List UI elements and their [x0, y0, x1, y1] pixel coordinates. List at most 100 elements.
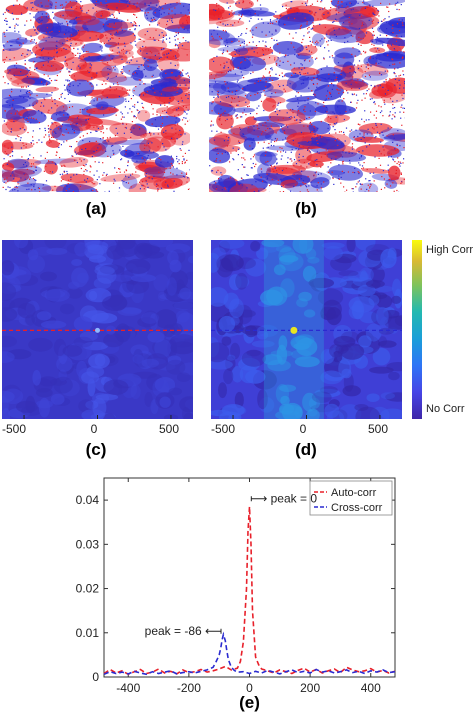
texture-speck — [76, 122, 78, 124]
texture-speck — [375, 50, 377, 52]
texture-speck — [364, 97, 366, 99]
texture-speck — [355, 107, 358, 109]
texture-speck — [392, 158, 394, 160]
heatmap-cell — [319, 386, 338, 394]
texture-speck — [71, 34, 73, 36]
texture-speck — [307, 149, 309, 151]
texture-speck — [280, 125, 283, 127]
texture-speck — [83, 170, 85, 172]
texture-speck — [223, 140, 225, 142]
texture-speck — [384, 93, 386, 95]
texture-speck — [250, 158, 252, 160]
texture-blob — [311, 33, 325, 47]
texture-speck — [368, 119, 370, 121]
texture-speck — [250, 72, 252, 75]
heatmap-cell — [219, 240, 245, 249]
texture-speck — [138, 94, 141, 96]
texture-speck — [297, 98, 299, 100]
texture-speck — [139, 79, 141, 81]
texture-speck — [96, 149, 98, 151]
texture-speck — [215, 159, 217, 161]
texture-speck — [17, 24, 19, 26]
texture-speck — [264, 94, 266, 96]
texture-speck — [307, 72, 309, 74]
texture-speck — [61, 22, 63, 24]
texture-speck — [117, 31, 119, 33]
texture-speck — [108, 190, 110, 192]
texture-speck — [361, 168, 363, 170]
texture-speck — [34, 69, 36, 71]
texture-speck — [267, 127, 269, 130]
texture-speck — [369, 180, 371, 182]
texture-speck — [13, 74, 15, 76]
texture-speck — [313, 77, 315, 79]
texture-speck — [229, 177, 232, 179]
texture-speck — [227, 67, 229, 69]
texture-speck — [344, 140, 346, 142]
texture-speck — [160, 161, 162, 164]
texture-speck — [184, 176, 186, 178]
texture-speck — [10, 175, 12, 177]
texture-speck — [53, 131, 55, 133]
texture-speck — [338, 7, 340, 9]
texture-speck — [263, 187, 265, 189]
texture-speck — [106, 128, 108, 130]
texture-speck — [366, 61, 368, 63]
texture-speck — [144, 144, 146, 146]
texture-speck — [121, 58, 123, 60]
texture-speck — [112, 37, 114, 39]
texture-speck — [41, 16, 43, 18]
texture-speck — [96, 72, 98, 74]
texture-speck — [63, 171, 65, 173]
heatmap-cell — [17, 302, 36, 319]
texture-speck — [166, 20, 169, 22]
texture-speck — [375, 62, 377, 64]
texture-speck — [63, 170, 66, 172]
texture-speck — [151, 84, 153, 86]
texture-speck — [275, 29, 277, 31]
texture-speck — [49, 31, 51, 33]
texture-speck — [49, 65, 51, 67]
texture-speck — [269, 57, 271, 59]
texture-speck — [369, 183, 371, 185]
texture-speck — [351, 53, 353, 55]
texture-blob — [152, 2, 190, 19]
heatmap-cell — [59, 303, 75, 315]
texture-speck — [9, 155, 11, 158]
texture-blob — [232, 55, 266, 72]
texture-speck — [139, 111, 141, 113]
texture-speck — [92, 73, 94, 75]
texture-speck — [156, 183, 158, 185]
texture-speck — [280, 151, 282, 153]
texture-speck — [99, 46, 101, 48]
texture-speck — [114, 65, 116, 67]
texture-speck — [19, 139, 21, 141]
texture-speck — [69, 14, 71, 16]
texture-speck — [100, 15, 102, 17]
heatmap-cell — [170, 341, 193, 355]
texture-speck — [107, 68, 109, 70]
texture-speck — [320, 166, 322, 168]
texture-speck — [41, 54, 43, 56]
texture-speck — [26, 7, 28, 9]
texture-speck — [98, 161, 100, 163]
texture-speck — [167, 186, 169, 188]
heatmap-cell — [308, 397, 320, 409]
texture-speck — [383, 19, 385, 21]
texture-speck — [363, 24, 365, 26]
texture-speck — [68, 188, 70, 190]
texture-speck — [17, 18, 19, 20]
texture-speck — [394, 78, 397, 80]
texture-speck — [228, 137, 230, 139]
texture-speck — [321, 38, 323, 40]
texture-speck — [56, 27, 58, 29]
texture-speck — [213, 78, 216, 80]
texture-speck — [300, 25, 302, 28]
texture-speck — [402, 70, 404, 72]
texture-speck — [373, 34, 375, 36]
texture-speck — [129, 52, 131, 54]
texture-speck — [43, 170, 45, 172]
texture-speck — [239, 44, 241, 46]
texture-speck — [397, 178, 399, 180]
texture-speck — [323, 105, 325, 107]
